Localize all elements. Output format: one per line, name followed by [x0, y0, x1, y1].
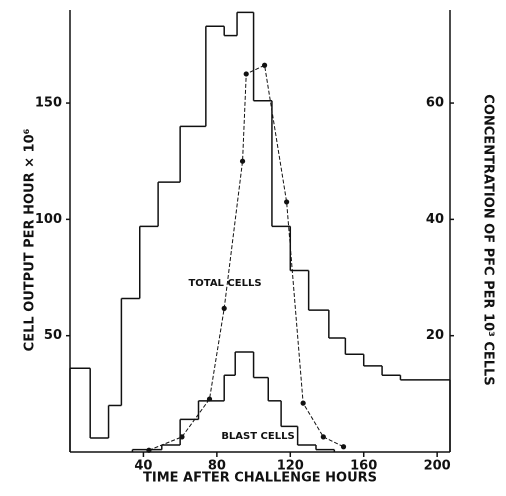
y-axis-title: CELL OUTPUT PER HOUR × 10⁶: [23, 128, 38, 351]
pfc-point: [243, 71, 249, 77]
x-tick-label: 200: [424, 459, 451, 474]
x-axis-title: TIME AFTER CHALLENGE HOURS: [143, 471, 377, 486]
pfc-point: [179, 434, 185, 440]
y-tick-label: 150: [35, 96, 62, 111]
pfc-point: [300, 400, 306, 406]
x-tick-label: 160: [350, 459, 377, 474]
pfc-point: [320, 434, 326, 440]
pfc-point: [284, 199, 290, 205]
pfc-point: [239, 158, 246, 164]
series-label: BLAST CELLS: [221, 431, 294, 442]
y2-axis-title: CONCENTRATION OF PFC PER 10³ CELLS: [481, 94, 496, 385]
y2-tick-label: 60: [426, 96, 444, 111]
pfc-point: [261, 62, 268, 68]
y2-tick-label: 40: [426, 212, 444, 227]
x-tick-label: 120: [277, 459, 304, 474]
pfc-point: [146, 447, 152, 453]
y-tick-label: 50: [44, 328, 62, 343]
pfc-point: [206, 396, 213, 402]
pfc-point: [340, 444, 347, 450]
x-tick-label: 80: [208, 459, 226, 474]
y2-tick-label: 20: [426, 328, 444, 343]
y-tick-label: 100: [35, 212, 62, 227]
pfc-line: [148, 64, 344, 451]
pfc-point: [221, 305, 227, 311]
x-tick-label: 40: [134, 459, 152, 474]
series-label: TOTAL CELLS: [188, 278, 261, 289]
